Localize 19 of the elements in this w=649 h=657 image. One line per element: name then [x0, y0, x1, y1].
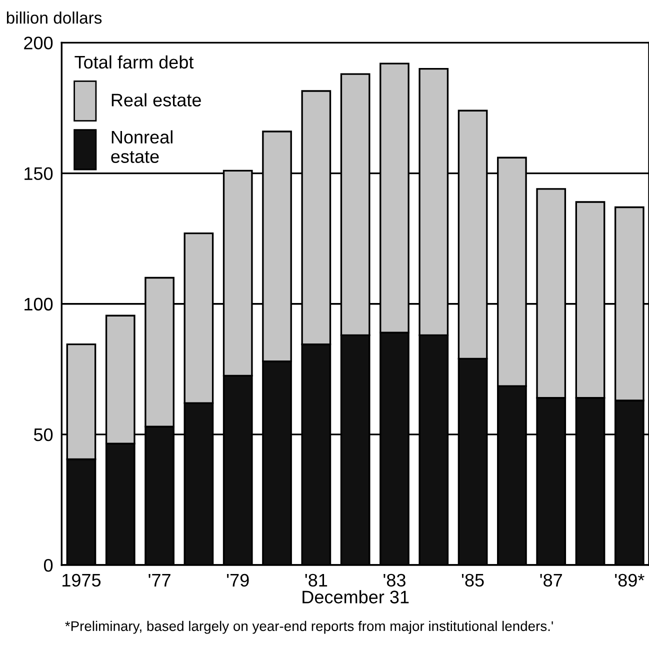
x-tick-label: '83 — [384, 574, 406, 587]
x-tick-label: '79 — [227, 574, 249, 587]
y-tick-label: 50 — [34, 428, 53, 442]
x-tick-label: '85 — [462, 574, 484, 587]
x-axis-title: December 31 — [302, 590, 409, 604]
x-tick-label: '87 — [540, 574, 562, 587]
legend-label: Nonreal estate — [111, 130, 172, 163]
y-tick-label: 100 — [24, 298, 53, 311]
x-tick-label: '81 — [305, 574, 328, 587]
x-tick-label: '77 — [148, 574, 170, 586]
y-axis-title: billion dollars — [6, 12, 102, 24]
x-tick-label: '89* — [615, 574, 644, 587]
x-tick-label: 1975 — [62, 574, 101, 587]
text: *Preliminary, based largely on year-end reports from major institutional lenders.' — [65, 620, 553, 634]
legend-label: Real estate — [112, 93, 201, 106]
y-tick-label: 0 — [44, 558, 53, 572]
y-tick-label: 150 — [24, 167, 53, 180]
legend-title: Total farm debt — [74, 55, 194, 69]
y-tick-label: 200 — [24, 36, 53, 50]
